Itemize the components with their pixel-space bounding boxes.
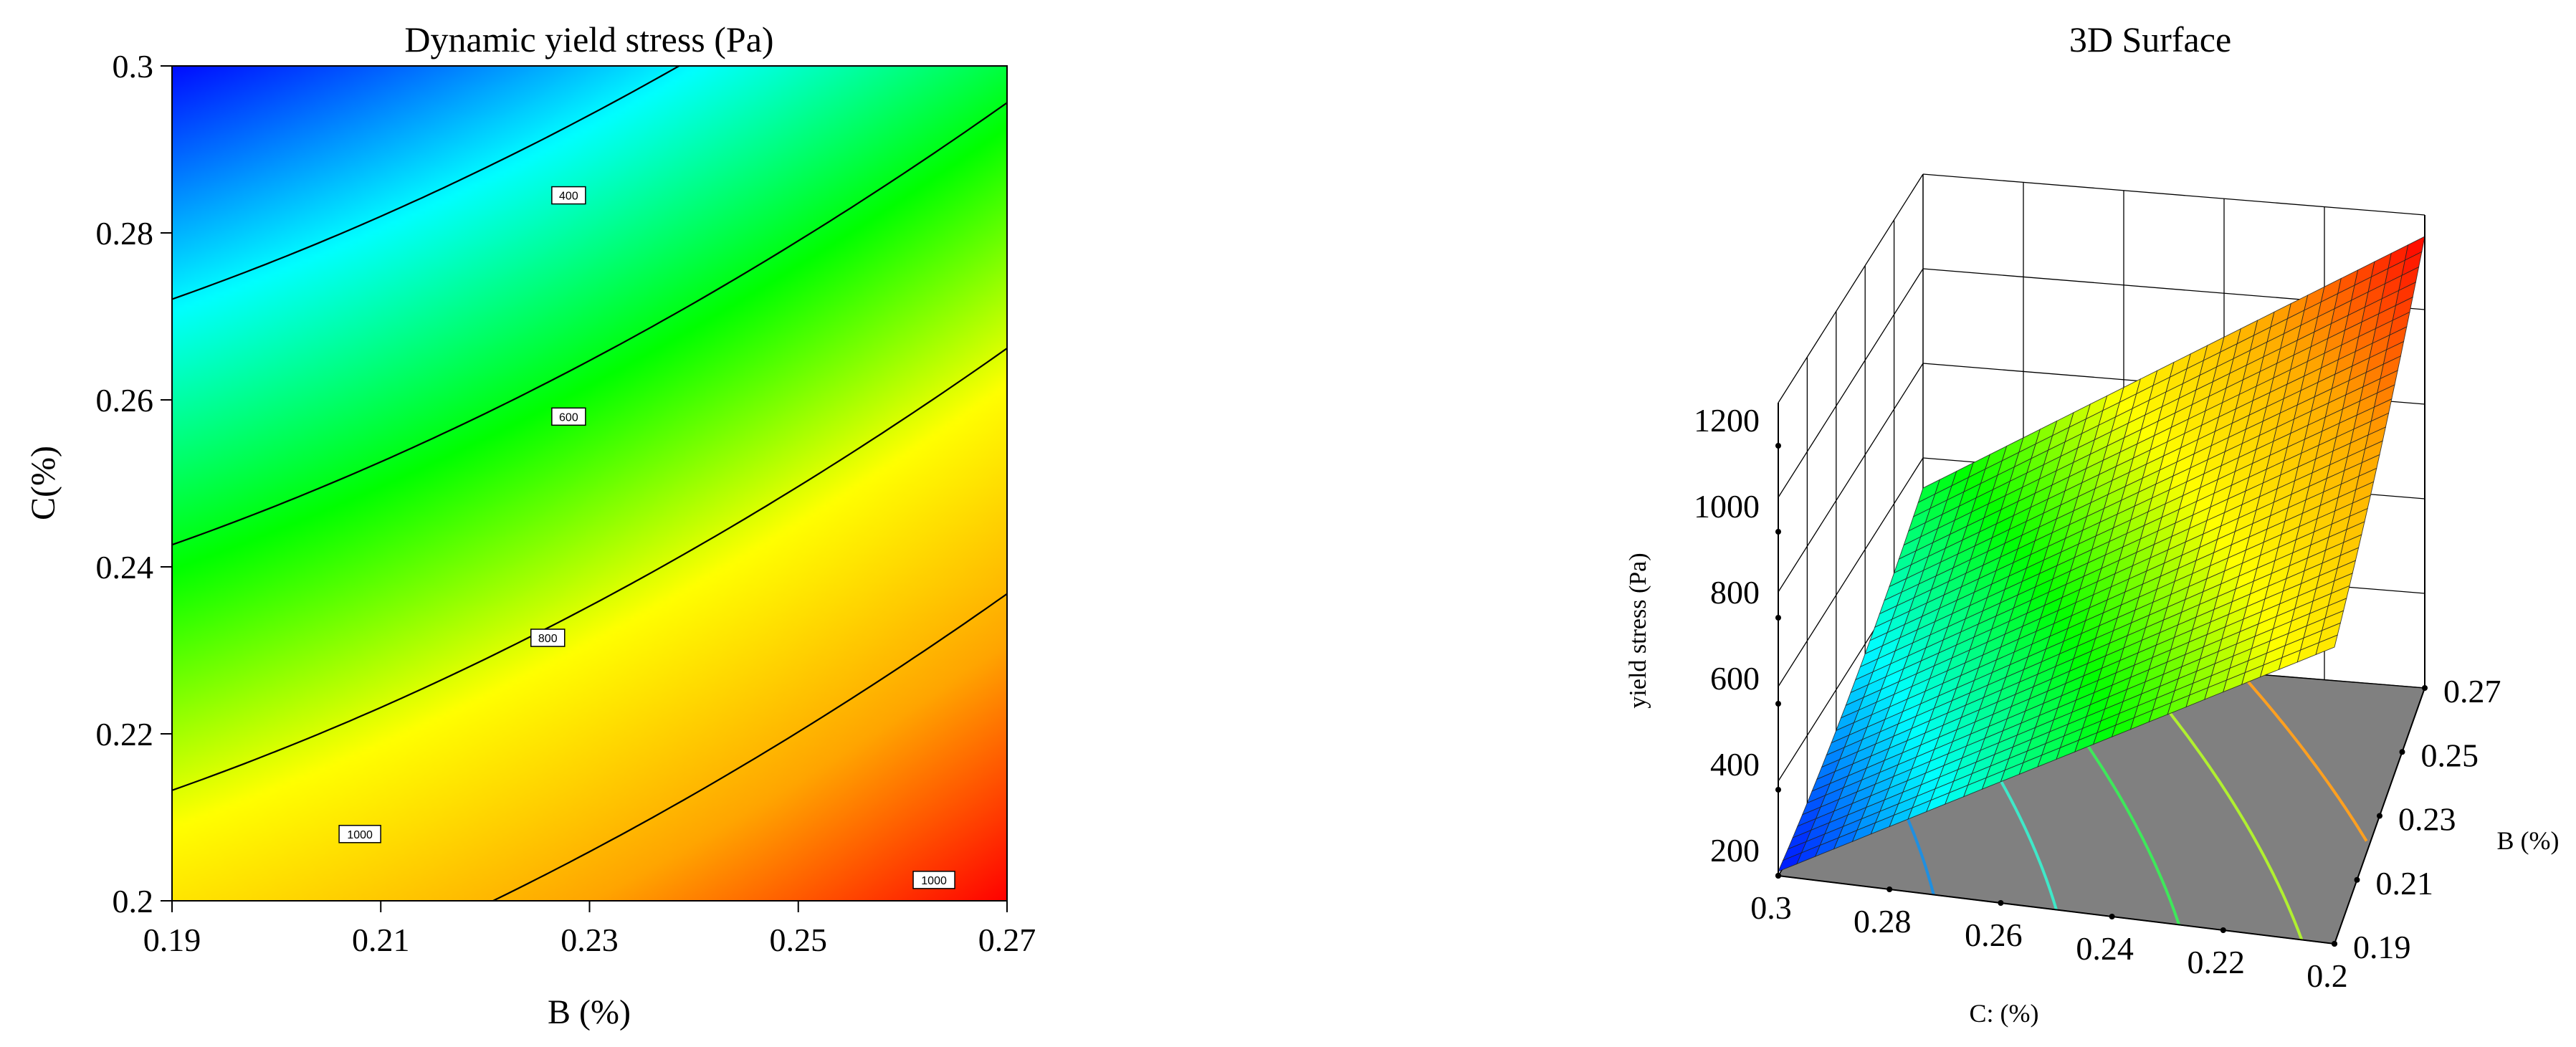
z-tick-label: 200 xyxy=(1710,832,1760,869)
x-axis-ticks: 0.19 0.21 0.23 0.25 0.27 xyxy=(143,901,1036,958)
grid-line xyxy=(1922,173,2425,216)
contour-label: 400 xyxy=(559,191,578,203)
z-axis-ticks: 200 400 600 800 1000 1200 xyxy=(1694,402,1781,879)
contour-label: 1000 xyxy=(347,829,373,841)
b-axis-title: B (%) xyxy=(2497,826,2560,855)
c-axis-title: C: (%) xyxy=(1970,999,2039,1028)
surface-patch xyxy=(2315,634,2338,656)
contour-label-box xyxy=(912,871,955,889)
c-tick-dot xyxy=(1775,873,1781,879)
grid-line xyxy=(1778,268,1924,498)
z-tick-label: 1200 xyxy=(1694,402,1760,439)
contour-label-box xyxy=(551,186,586,205)
contour-line-1000 xyxy=(491,593,1007,901)
c-tick-dot xyxy=(1998,900,2004,906)
contour-line-800 xyxy=(172,348,1007,791)
contour-label-box xyxy=(338,825,381,843)
b-tick-label: 0.25 xyxy=(2421,737,2479,773)
contour-label: 1000 xyxy=(921,875,947,887)
y-tick-label: 0.28 xyxy=(96,215,154,252)
z-tick-label: 800 xyxy=(1710,574,1760,611)
b-tick-label: 0.23 xyxy=(2398,801,2456,838)
surface-mesh xyxy=(1778,236,2425,872)
grid-line xyxy=(1778,875,2335,945)
heatmap-gradient xyxy=(172,66,1007,901)
c-tick-label: 0.24 xyxy=(2076,930,2134,967)
x-tick-label: 0.23 xyxy=(560,922,619,958)
x-axis-title: B (%) xyxy=(548,993,631,1031)
x-tick-label: 0.21 xyxy=(352,922,410,958)
surface-plot-title: 3D Surface xyxy=(2069,19,2231,59)
b-tick-dot xyxy=(2422,685,2428,691)
contour-label-box xyxy=(530,628,566,647)
y-axis-ticks: 0.2 0.22 0.24 0.26 0.28 0.3 xyxy=(96,48,172,919)
y-tick-label: 0.24 xyxy=(96,549,154,585)
contour-label: 800 xyxy=(538,633,558,645)
floor-contour xyxy=(2239,671,2368,842)
x-tick-label: 0.25 xyxy=(770,922,828,958)
grid-line xyxy=(1778,173,1924,403)
b-tick-label: 0.19 xyxy=(2353,929,2411,965)
y-tick-label: 0.26 xyxy=(96,382,154,419)
contour-plot: Dynamic yield stress (Pa) 400 600 800 1000 1… xyxy=(24,19,1036,1031)
c-tick-label: 0.22 xyxy=(2188,944,2246,980)
c-tick-dot xyxy=(1886,886,1893,892)
c-tick-label: 0.3 xyxy=(1750,889,1792,926)
z-tick-dot xyxy=(1775,701,1781,707)
x-tick-label: 0.19 xyxy=(143,922,201,958)
grid-line xyxy=(1778,363,1924,593)
contour-label: 600 xyxy=(559,411,578,424)
grid-line xyxy=(1778,457,1924,687)
y-axis-title: C(%) xyxy=(24,446,62,520)
c-tick-label: 0.28 xyxy=(1854,903,1912,940)
c-tick-label: 0.2 xyxy=(2307,957,2348,994)
b-tick-dot xyxy=(2399,749,2405,755)
z-tick-dot xyxy=(1775,529,1781,535)
x-tick-label: 0.27 xyxy=(978,922,1036,958)
c-axis-ticks: 0.3 0.28 0.26 0.24 0.22 0.2 xyxy=(1750,873,2348,994)
y-tick-label: 0.22 xyxy=(96,716,154,752)
z-tick-dot xyxy=(1775,615,1781,621)
b-axis-ticks: 0.19 0.21 0.23 0.25 0.27 xyxy=(2332,673,2501,965)
b-tick-dot xyxy=(2354,876,2360,883)
z-tick-label: 400 xyxy=(1710,746,1760,783)
contour-lines xyxy=(172,66,1007,901)
z-tick-dot xyxy=(1775,787,1781,793)
contour-line-600 xyxy=(172,102,1007,546)
contour-plot-title: Dynamic yield stress (Pa) xyxy=(404,19,773,59)
contour-labels: 400 600 800 1000 1000 xyxy=(338,186,955,889)
b-tick-dot xyxy=(2377,813,2382,819)
y-tick-label: 0.2 xyxy=(113,883,154,919)
y-tick-label: 0.3 xyxy=(113,48,154,85)
z-tick-dot xyxy=(1775,443,1781,449)
z-tick-label: 1000 xyxy=(1694,488,1760,525)
b-tick-label: 0.27 xyxy=(2443,673,2501,709)
z-tick-label: 600 xyxy=(1710,660,1760,697)
b-tick-label: 0.21 xyxy=(2376,865,2434,902)
c-tick-label: 0.26 xyxy=(1965,917,2023,953)
b-tick-dot xyxy=(2332,941,2337,947)
c-tick-dot xyxy=(2220,927,2226,933)
c-tick-dot xyxy=(2109,914,2115,919)
z-axis-title: yield stress (Pa) xyxy=(1625,553,1651,708)
contour-line-400 xyxy=(172,66,681,300)
contour-label-box xyxy=(551,407,586,426)
